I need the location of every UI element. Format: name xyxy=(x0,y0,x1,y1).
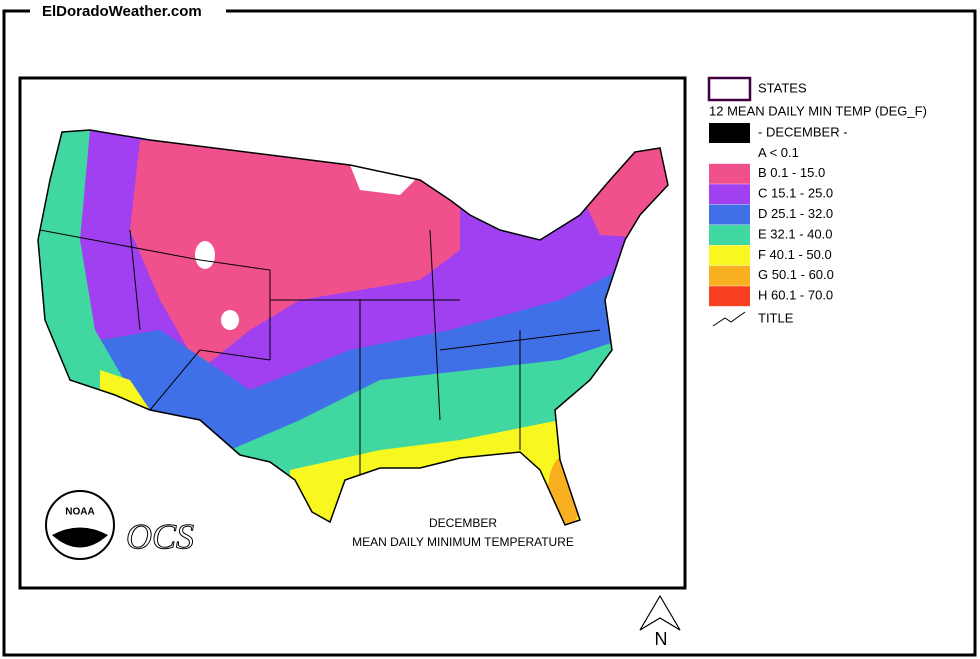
legend-label: D 25.1 - 32.0 xyxy=(758,206,833,221)
legend-label: A < 0.1 xyxy=(758,145,799,160)
north-arrow xyxy=(639,594,681,631)
legend-layer: STATES xyxy=(758,80,807,95)
legend-label: B 0.1 - 15.0 xyxy=(758,165,825,180)
legend-swatch xyxy=(709,204,750,225)
legend-swatch xyxy=(709,225,750,245)
legend-label: C 15.1 - 25.0 xyxy=(758,186,833,201)
legend-swatch xyxy=(709,184,750,205)
legend-line-label: TITLE xyxy=(758,310,794,325)
noaa-bird xyxy=(52,527,108,548)
map-caption: MEAN DAILY MINIMUM TEMPERATURE xyxy=(352,535,574,549)
legend-swatch xyxy=(709,123,750,143)
ocs-text: OCS xyxy=(126,516,194,556)
title-line-icon xyxy=(712,311,746,327)
legend-label: G 50.1 - 60.0 xyxy=(758,267,834,282)
map-caption: DECEMBER xyxy=(429,516,497,530)
legend-swatch xyxy=(709,265,750,286)
states-swatch xyxy=(707,76,752,102)
noaa-text: NOAA xyxy=(65,507,94,518)
us-outline xyxy=(37,129,669,526)
legend-label: F 40.1 - 50.0 xyxy=(758,247,832,262)
legend-label: E 32.1 - 40.0 xyxy=(758,226,832,241)
legend-swatch xyxy=(709,143,750,164)
title-bg xyxy=(30,2,226,22)
legend-label: - DECEMBER - xyxy=(758,124,848,139)
legend-label: H 60.1 - 70.0 xyxy=(758,288,833,303)
legend-title: 12 MEAN DAILY MIN TEMP (DEG_F) xyxy=(709,103,927,118)
legend-swatch xyxy=(709,245,750,266)
north-label: N xyxy=(655,629,668,649)
frame xyxy=(2,9,977,657)
site-title: ElDoradoWeather.com xyxy=(42,3,202,20)
legend-items: - DECEMBER - A < 0.1 B 0.1 - 15.0 C 15.1 - … xyxy=(709,123,848,307)
legend-swatch xyxy=(709,163,750,184)
legend-swatch xyxy=(709,286,750,307)
noaa-logo xyxy=(45,490,115,560)
